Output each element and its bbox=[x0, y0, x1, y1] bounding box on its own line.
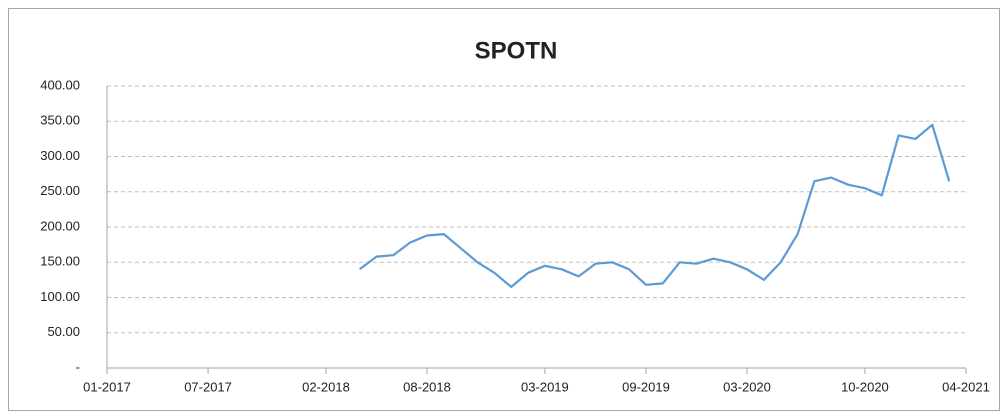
x-tick-label: 07-2017 bbox=[184, 379, 232, 394]
y-tick-label: 300.00 bbox=[40, 148, 80, 163]
y-tick-label: 200.00 bbox=[40, 218, 80, 233]
y-tick-label: 400.00 bbox=[40, 77, 80, 92]
x-tick-label: 08-2018 bbox=[403, 379, 451, 394]
y-tick-label: - bbox=[76, 359, 80, 374]
line-series bbox=[358, 123, 951, 288]
chart-frame bbox=[8, 8, 1000, 411]
y-tick-label: 150.00 bbox=[40, 254, 80, 269]
x-tick-label: 01-2017 bbox=[83, 379, 131, 394]
x-tick-label: 09-2019 bbox=[622, 379, 670, 394]
y-tick-label: 350.00 bbox=[40, 113, 80, 128]
x-tick-label: 04-2021 bbox=[942, 379, 990, 394]
x-tick-label: 03-2019 bbox=[521, 379, 569, 394]
y-tick-label: 100.00 bbox=[40, 289, 80, 304]
x-tick-label: 02-2018 bbox=[302, 379, 350, 394]
y-tick-label: 50.00 bbox=[47, 324, 80, 339]
y-tick-label: 250.00 bbox=[40, 183, 80, 198]
chart-title: SPOTN bbox=[475, 37, 558, 64]
x-tick-label: 10-2020 bbox=[841, 379, 889, 394]
x-tick-label: 03-2020 bbox=[723, 379, 771, 394]
